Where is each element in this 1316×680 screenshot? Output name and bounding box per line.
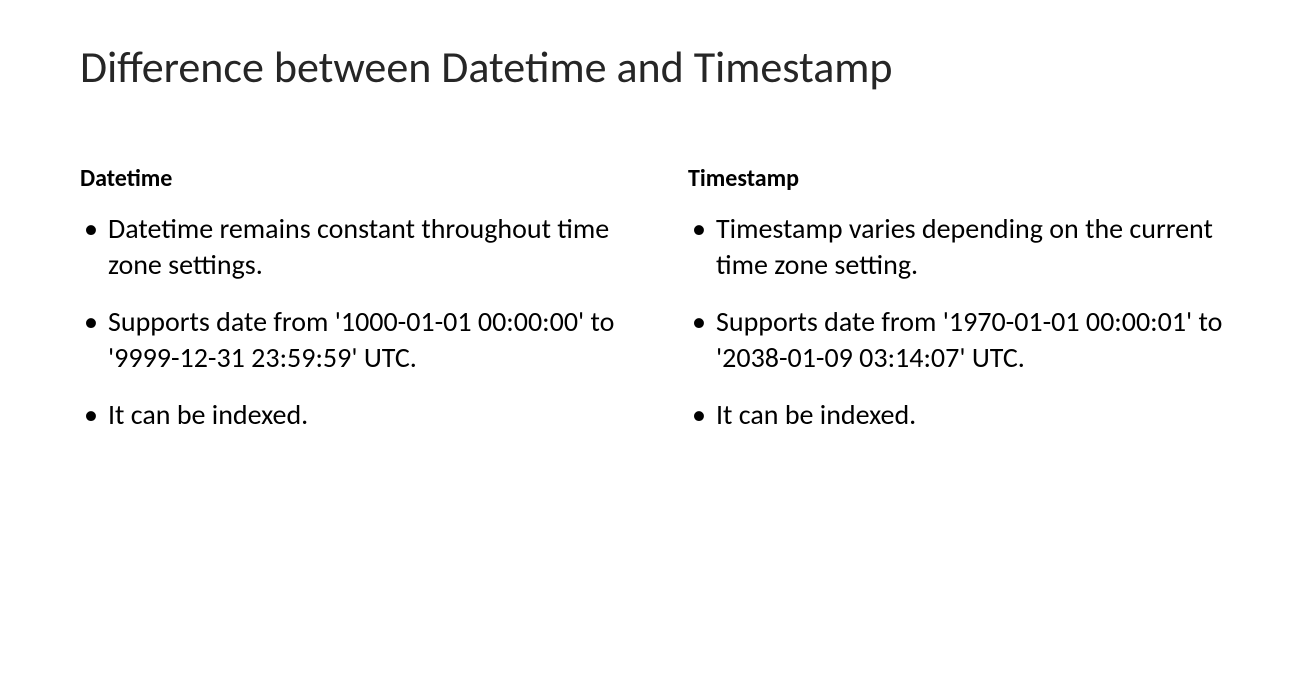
slide-title: Difference between Datetime and Timestam… (80, 40, 1236, 94)
right-bullet-list: Timestamp varies depending on the curren… (688, 211, 1236, 433)
list-item: Supports date from '1000-01-01 00:00:00'… (80, 304, 628, 377)
list-item: It can be indexed. (688, 397, 1236, 433)
list-item: It can be indexed. (80, 397, 628, 433)
list-item: Timestamp varies depending on the curren… (688, 211, 1236, 284)
content-columns: Datetime Datetime remains constant throu… (80, 164, 1236, 453)
list-item: Datetime remains constant throughout tim… (80, 211, 628, 284)
left-column-heading: Datetime (80, 164, 628, 193)
left-bullet-list: Datetime remains constant throughout tim… (80, 211, 628, 433)
left-column: Datetime Datetime remains constant throu… (80, 164, 628, 453)
right-column: Timestamp Timestamp varies depending on … (688, 164, 1236, 453)
right-column-heading: Timestamp (688, 164, 1236, 193)
list-item: Supports date from '1970-01-01 00:00:01'… (688, 304, 1236, 377)
